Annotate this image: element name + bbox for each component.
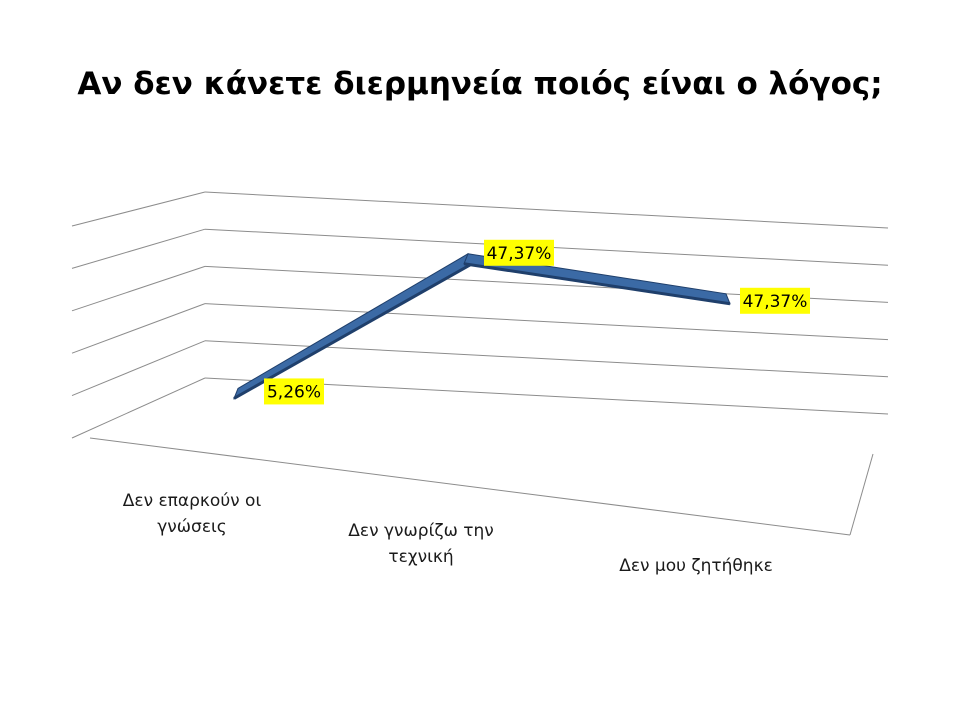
- category-label-2: Δεν γνωρίζω την τεχνική: [348, 521, 494, 567]
- gridline-back-5: [204, 191, 889, 229]
- gridline-side-5: [71, 191, 206, 227]
- gridline-side-1: [71, 340, 206, 397]
- gridline-side-0: [71, 377, 206, 439]
- gridline-side-4: [71, 228, 206, 269]
- gridline-side-3: [71, 265, 206, 312]
- gridline-back-1: [204, 340, 889, 378]
- chart-title: Αν δεν κάνετε διερμηνεία ποιός είναι ο λ…: [77, 66, 883, 102]
- data-label-3: 47,37%: [743, 292, 808, 312]
- data-label-box-2: [484, 239, 554, 266]
- data-label-layer: 5,26% 47,37% 47,37%: [264, 239, 810, 405]
- category-label-1: Δεν επαρκούν οι γνώσεις: [122, 491, 262, 537]
- category-label-3: Δεν μου ζητήθηκε: [619, 556, 773, 576]
- grid-layer: [71, 191, 889, 536]
- data-label-2: 47,37%: [487, 244, 552, 264]
- data-label-box-1: [264, 378, 324, 405]
- series-segment-edge-1: [233, 262, 473, 400]
- series-segment-edge-2: [463, 262, 731, 306]
- data-label-1: 5,26%: [267, 382, 321, 402]
- series-line-layer: [233, 253, 731, 400]
- floor-front-edge: [89, 437, 851, 536]
- gridline-back-2: [204, 303, 889, 341]
- floor-right-edge: [849, 453, 874, 536]
- data-label-box-3: [740, 287, 810, 314]
- gridline-side-2: [71, 303, 206, 354]
